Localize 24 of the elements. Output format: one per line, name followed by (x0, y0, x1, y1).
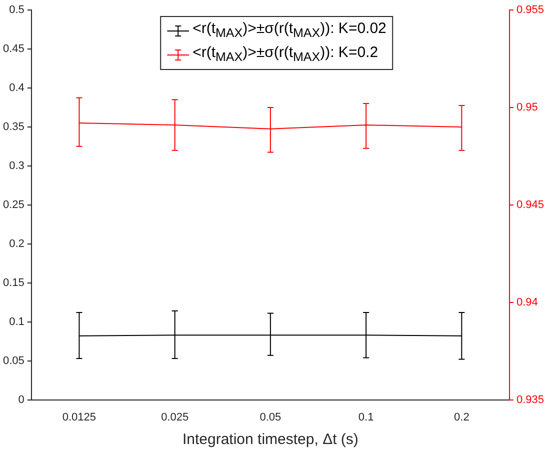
x-tick-label: 0.1 (358, 411, 374, 424)
y2-tick-label: 0.935 (516, 394, 544, 406)
y-tick-label: 0.3 (9, 160, 24, 172)
legend-label: <r(t$_{MAX}$)>±σ(r(t$_{MAX}$)): K=0.2 (192, 43, 378, 66)
x-tick-label: 0.2 (454, 411, 470, 424)
y2-tick-label: 0.95 (516, 101, 538, 114)
y-tick-label: 0.45 (2, 43, 24, 56)
x-tick-label: 0.05 (260, 411, 282, 424)
x-axis-title: Integration timestep, Δt (s) (182, 431, 358, 448)
y2-tick-label: 0.945 (516, 198, 544, 211)
y-tick-label: 0.4 (9, 82, 24, 94)
y-tick-label: 0.2 (9, 238, 24, 250)
x-tick-label: 0.0125 (62, 411, 96, 424)
y-tick-label: 0 (18, 394, 24, 406)
x-tick-label: 0.025 (161, 411, 189, 424)
y-tick-label: 0.5 (9, 4, 24, 16)
y-tick-label: 0.15 (2, 276, 24, 289)
y2-tick-label: 0.94 (516, 296, 538, 308)
y-tick-label: 0.1 (9, 316, 24, 328)
legend-label: <r(t$_{MAX}$)>±σ(r(t$_{MAX}$)): K=0.02 (192, 19, 386, 42)
y-tick-label: 0.25 (2, 198, 24, 211)
y2-tick-label: 0.955 (516, 4, 544, 16)
y-tick-label: 0.35 (2, 120, 24, 133)
y-tick-label: 0.05 (2, 354, 24, 367)
